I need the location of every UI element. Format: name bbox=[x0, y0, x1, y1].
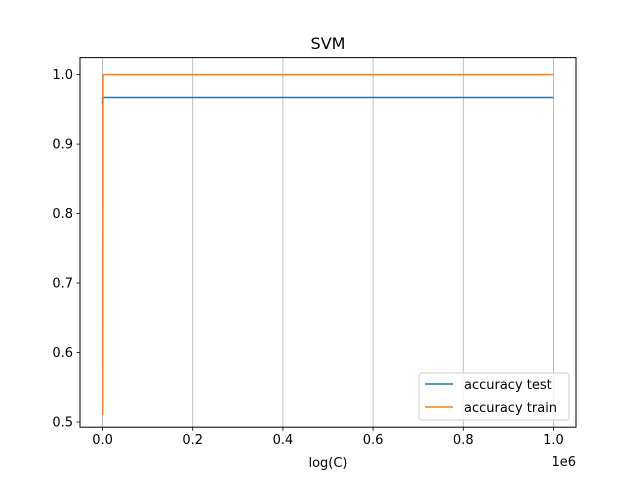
series-line-accuracy-test bbox=[101, 96, 554, 104]
y-tick-label: 0.8 bbox=[52, 207, 73, 222]
x-tick-label: 0.8 bbox=[453, 433, 474, 448]
x-axis-offset-label: 1e6 bbox=[551, 455, 576, 470]
y-tick-label: 1.0 bbox=[52, 68, 73, 83]
x-tick-label: 0.4 bbox=[273, 433, 294, 448]
x-axis-label: log(C) bbox=[308, 456, 347, 471]
y-axis-ticks: 0.5 0.6 0.7 0.8 0.9 1.0 bbox=[52, 68, 80, 430]
x-tick-label: 0.2 bbox=[182, 433, 203, 448]
chart-title: SVM bbox=[311, 34, 346, 53]
x-tick-label: 0.0 bbox=[92, 433, 113, 448]
series-lines bbox=[101, 73, 554, 416]
y-tick-label: 0.6 bbox=[52, 346, 73, 361]
legend-label-accuracy-train: accuracy train bbox=[464, 401, 557, 416]
legend-box bbox=[418, 372, 570, 421]
legend: accuracy test accuracy train bbox=[418, 372, 570, 421]
y-tick-label: 0.5 bbox=[52, 415, 73, 430]
grid-lines bbox=[102, 57, 554, 428]
legend-label-accuracy-test: accuracy test bbox=[464, 378, 552, 393]
y-tick-label: 0.9 bbox=[52, 138, 73, 153]
plot-area-frame bbox=[79, 57, 577, 428]
x-tick-label: 0.6 bbox=[363, 433, 384, 448]
x-axis-ticks: 0.0 0.2 0.4 0.6 0.8 1.0 bbox=[92, 427, 564, 448]
series-line-accuracy-train bbox=[101, 73, 554, 416]
y-tick-label: 0.7 bbox=[52, 277, 73, 292]
x-tick-label: 1.0 bbox=[543, 433, 564, 448]
